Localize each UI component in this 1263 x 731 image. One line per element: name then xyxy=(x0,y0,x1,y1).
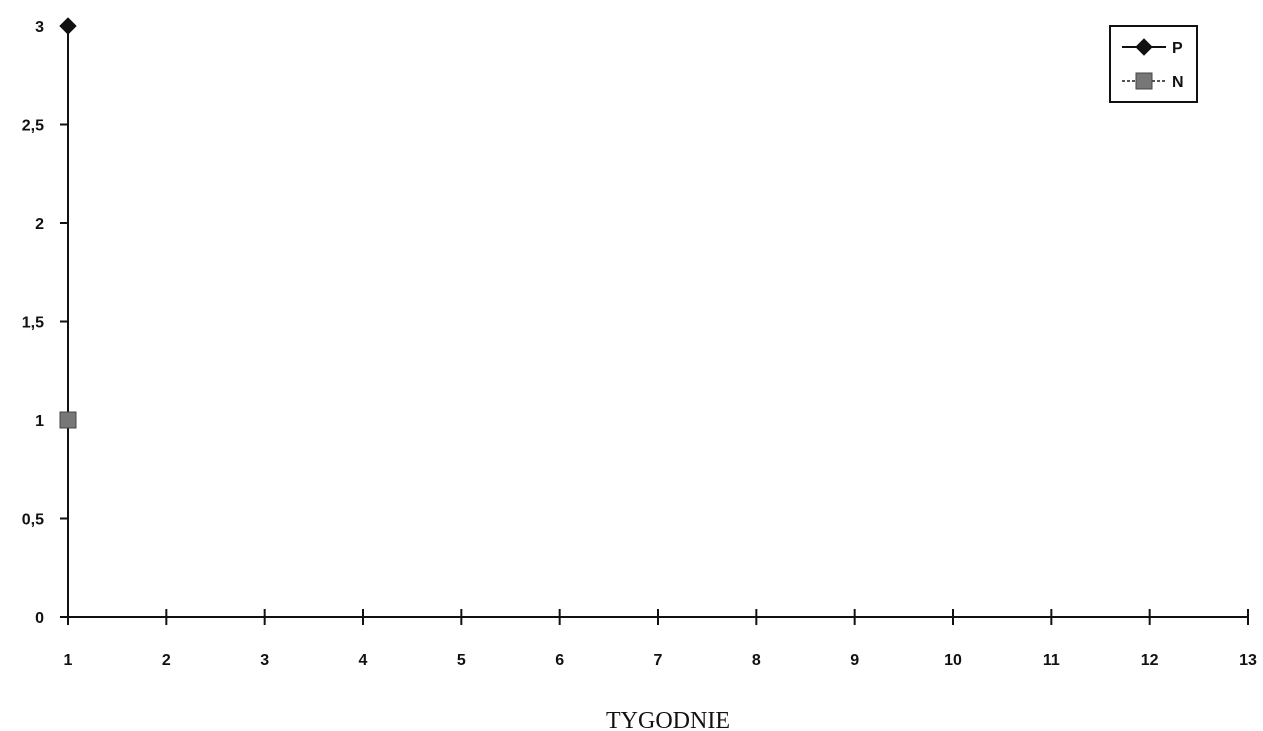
x-tick-label: 9 xyxy=(850,652,859,669)
x-tick-label: 4 xyxy=(359,652,368,669)
legend-label: N xyxy=(1172,74,1184,91)
x-tick-label: 11 xyxy=(1043,652,1060,669)
y-tick-label: 0,5 xyxy=(22,512,44,529)
x-tick-label: 3 xyxy=(260,652,269,669)
x-tick-label: 8 xyxy=(752,652,761,669)
legend-item-p: P xyxy=(1122,38,1183,57)
x-tick-label: 6 xyxy=(555,652,564,669)
series-p xyxy=(59,17,77,35)
x-tick-label: 10 xyxy=(944,652,962,669)
legend-label: P xyxy=(1172,40,1183,57)
x-tick-label: 7 xyxy=(654,652,663,669)
legend: PN xyxy=(1109,25,1198,103)
data-point-p xyxy=(59,17,77,35)
y-tick-label: 1,5 xyxy=(22,315,44,332)
x-axis-title: TYGODNIE xyxy=(606,708,730,731)
legend-items: PN xyxy=(1122,38,1184,91)
y-tick-label: 1 xyxy=(35,413,44,430)
series-n xyxy=(59,411,77,429)
x-tick-label: 1 xyxy=(64,652,73,669)
x-ticks: 1 2 3 4 5 6 7 8 9 10 11 12 13 xyxy=(64,609,1257,669)
legend-box xyxy=(1109,25,1198,103)
series-layer xyxy=(59,17,77,429)
axes: 00,511,522,53 1 2 3 4 5 6 7 8 9 10 11 12 13 xyxy=(22,19,1257,669)
y-ticks: 0 0,5 1 1,5 2 2,5 3 xyxy=(22,19,68,627)
x-tick-label: 13 xyxy=(1239,652,1257,669)
y-tick-label: 2,5 xyxy=(22,118,44,135)
legend-item-n: N xyxy=(1122,72,1184,91)
x-tick-label: 12 xyxy=(1141,652,1159,669)
legend-marker xyxy=(1135,38,1153,56)
y-tick-label: 3 xyxy=(35,19,44,36)
x-tick-label: 2 xyxy=(162,652,171,669)
y-tick-label: 2 xyxy=(35,216,44,233)
x-tick-label: 5 xyxy=(457,652,466,669)
legend-marker xyxy=(1135,72,1153,90)
y-tick-label: 0 xyxy=(35,610,44,627)
data-point-n xyxy=(59,411,77,429)
